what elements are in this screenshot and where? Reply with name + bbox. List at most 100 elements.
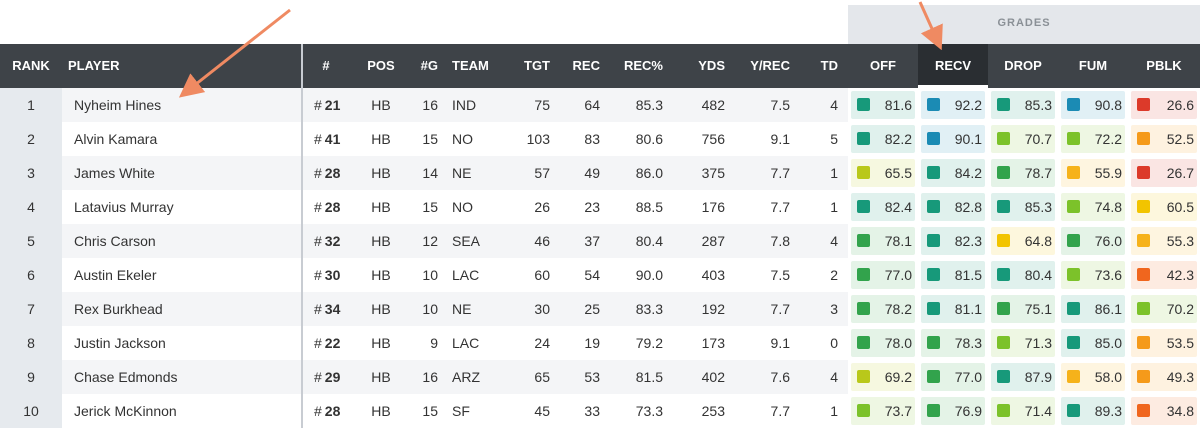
grade-value: 26.6 — [1166, 97, 1194, 113]
rank-bg — [0, 122, 62, 156]
stat-cell: 85.3 — [635, 97, 663, 113]
stat-cell: HB — [371, 369, 391, 385]
stat-cell: 192 — [701, 301, 725, 317]
rank-bg — [0, 258, 62, 292]
player-name: Alvin Kamara — [74, 131, 158, 147]
grade-value: 78.2 — [884, 301, 912, 317]
grade-swatch — [857, 200, 870, 213]
stat-cell: 756 — [701, 131, 725, 147]
grade-value: 78.1 — [884, 233, 912, 249]
rank: 5 — [27, 233, 35, 249]
rank: 10 — [23, 403, 39, 419]
grade-value: 70.7 — [1024, 131, 1052, 147]
rank: 7 — [27, 301, 35, 317]
grade-value: 82.2 — [884, 131, 912, 147]
stat-cell: 81.5 — [635, 369, 663, 385]
rank-bg — [0, 190, 62, 224]
stat-cell: 1 — [830, 165, 838, 181]
player-name: Austin Ekeler — [74, 267, 157, 283]
stat-cell: 33 — [584, 403, 600, 419]
stat-cell: 5 — [830, 131, 838, 147]
grade-value: 89.3 — [1094, 403, 1122, 419]
rank: 2 — [27, 131, 35, 147]
grade-swatch — [997, 132, 1010, 145]
grade-swatch — [857, 166, 870, 179]
column-header: PLAYER — [68, 58, 120, 73]
grade-value: 55.9 — [1094, 165, 1122, 181]
rank-bg — [0, 292, 62, 326]
grade-swatch — [857, 132, 870, 145]
grade-swatch — [997, 370, 1010, 383]
grade-value: 85.3 — [1024, 199, 1052, 215]
jersey: #28 — [314, 394, 340, 428]
row-bg — [62, 190, 848, 224]
jersey-mark: # — [314, 233, 322, 249]
stat-cell: 19 — [584, 335, 600, 351]
grade-swatch — [997, 302, 1010, 315]
grade-swatch — [1137, 132, 1150, 145]
grade-value: 82.8 — [954, 199, 982, 215]
arrow — [918, 1, 943, 51]
stat-cell: 1 — [830, 403, 838, 419]
stat-cell: 1 — [830, 199, 838, 215]
grade-value: 71.3 — [1024, 335, 1052, 351]
row-bg — [62, 258, 848, 292]
grade-swatch — [927, 268, 940, 281]
stat-cell: HB — [371, 301, 391, 317]
grade-swatch — [927, 336, 940, 349]
grade-value: 80.4 — [1024, 267, 1052, 283]
stat-cell: 3 — [830, 301, 838, 317]
grade-value: 34.8 — [1166, 403, 1194, 419]
rank-bg — [0, 326, 62, 360]
arrow — [178, 8, 291, 98]
grade-value: 72.2 — [1094, 131, 1122, 147]
stat-cell: 16 — [422, 97, 438, 113]
column-header: YDS — [698, 58, 725, 73]
stat-cell: 0 — [830, 335, 838, 351]
grade-value: 75.1 — [1024, 301, 1052, 317]
grade-swatch — [997, 200, 1010, 213]
grade-value: 58.0 — [1094, 369, 1122, 385]
stat-cell: 73.3 — [635, 403, 663, 419]
jersey-number: 34 — [324, 301, 341, 317]
jersey-mark: # — [314, 369, 322, 385]
grade-swatch — [1067, 370, 1080, 383]
stat-cell: 90.0 — [635, 267, 663, 283]
stat-cell: 7.7 — [770, 301, 790, 317]
grade-swatch — [1137, 234, 1150, 247]
stat-cell: 64 — [584, 97, 600, 113]
grade-value: 85.3 — [1024, 97, 1052, 113]
player-name: Justin Jackson — [74, 335, 166, 351]
grade-swatch — [927, 404, 940, 417]
grade-value: 49.3 — [1166, 369, 1194, 385]
row-bg — [62, 122, 848, 156]
jersey-mark: # — [314, 301, 322, 317]
jersey-number: 30 — [324, 267, 341, 283]
row-bg — [62, 224, 848, 258]
jersey-number: 28 — [324, 403, 341, 419]
column-header: Y/REC — [750, 58, 790, 73]
stat-cell: 49 — [584, 165, 600, 181]
stat-cell: HB — [371, 97, 391, 113]
header-active — [918, 44, 988, 88]
stat-cell: ARZ — [452, 369, 480, 385]
grade-swatch — [1137, 98, 1150, 111]
grade-swatch — [927, 302, 940, 315]
stat-cell: NE — [452, 301, 472, 317]
jersey-number: 29 — [324, 369, 341, 385]
grade-value: 90.8 — [1094, 97, 1122, 113]
grade-swatch — [997, 166, 1010, 179]
stat-cell: HB — [371, 233, 391, 249]
jersey: #29 — [314, 360, 340, 394]
stat-cell: 176 — [701, 199, 725, 215]
grade-value: 76.0 — [1094, 233, 1122, 249]
stat-cell: HB — [371, 199, 391, 215]
jersey-mark: # — [314, 267, 322, 283]
grade-value: 60.5 — [1166, 199, 1194, 215]
column-header: RECV — [934, 58, 972, 73]
jersey: #21 — [314, 88, 340, 122]
player-name: James White — [74, 165, 155, 181]
rank-bg — [0, 360, 62, 394]
stat-cell: SF — [452, 403, 470, 419]
rank: 3 — [27, 165, 35, 181]
